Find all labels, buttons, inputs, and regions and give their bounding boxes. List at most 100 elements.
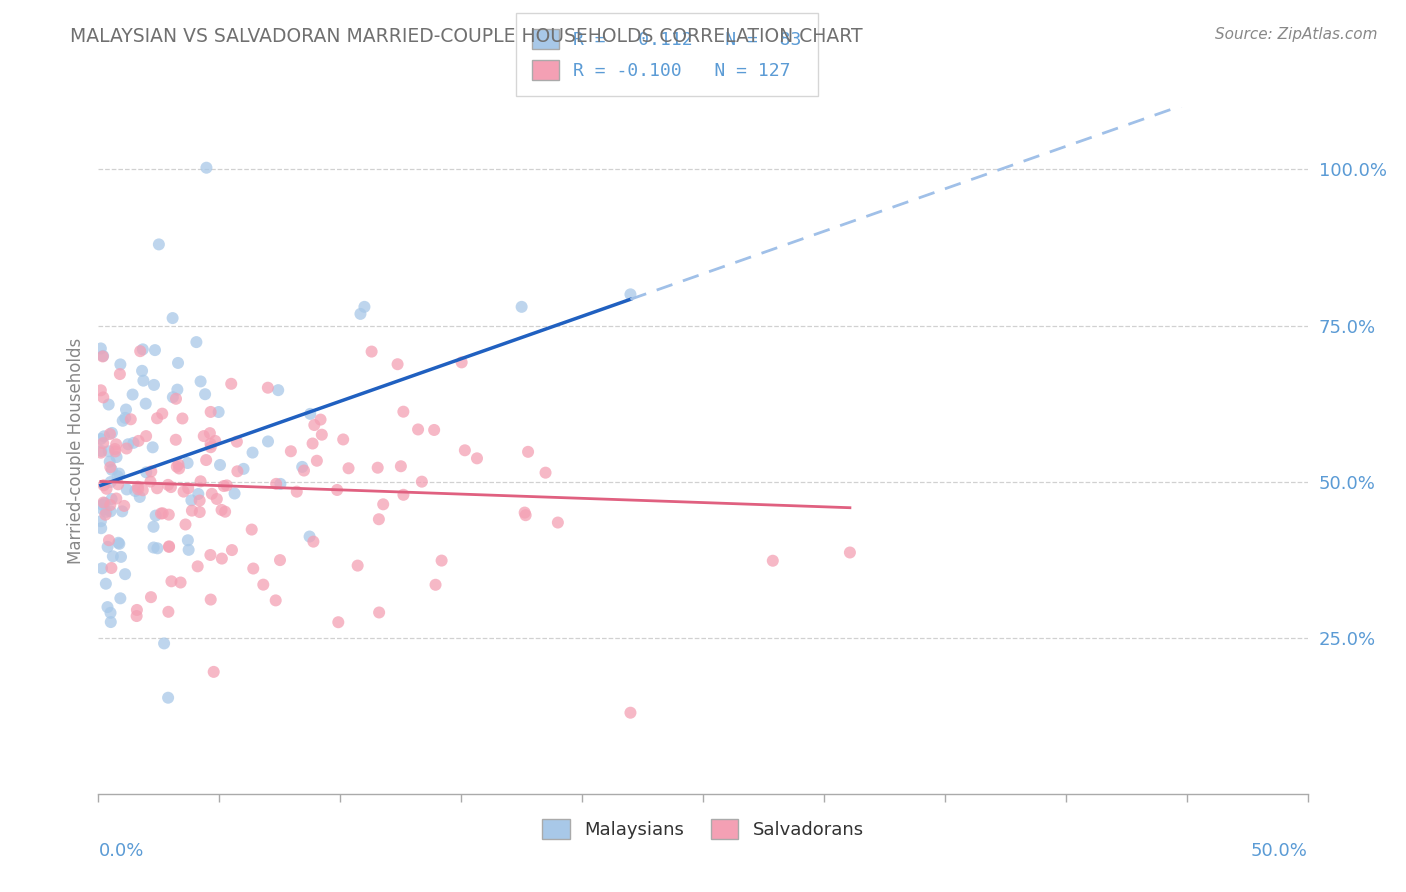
Point [389, 459, 412, 474]
Point [346, 558, 368, 573]
Point [90, 514, 112, 528]
Point [100, 606, 122, 620]
Point [100, 504, 122, 518]
Point [200, 405, 222, 419]
Point [166, 383, 188, 397]
Point [145, 508, 167, 523]
Point [143, 343, 166, 357]
Point [515, 508, 537, 523]
Point [547, 516, 569, 530]
Point [174, 517, 197, 532]
Point [269, 553, 291, 567]
Point [93, 495, 115, 509]
Point [212, 479, 235, 493]
Point [373, 497, 395, 511]
Point [108, 467, 131, 481]
Point [167, 356, 190, 370]
Point [91, 436, 114, 450]
Point [91, 349, 114, 363]
Point [257, 381, 280, 395]
Point [128, 434, 150, 448]
Point [114, 567, 136, 582]
Point [157, 690, 180, 705]
Point [90, 432, 112, 446]
Point [162, 311, 184, 326]
Point [225, 434, 247, 449]
Point [326, 483, 349, 497]
Point [94, 508, 117, 522]
Point [91, 561, 114, 575]
Point [160, 574, 183, 589]
Point [186, 335, 208, 350]
Point [150, 407, 173, 421]
Point [195, 161, 218, 175]
Point [104, 442, 127, 456]
Point [187, 559, 209, 574]
Point [188, 505, 211, 519]
Point [176, 456, 198, 470]
Point [198, 426, 221, 441]
Point [97, 540, 120, 554]
Point [226, 464, 249, 478]
Point [90, 342, 112, 356]
Point [173, 484, 195, 499]
Point [214, 505, 236, 519]
Point [167, 461, 190, 475]
Point [146, 481, 169, 495]
Point [450, 355, 472, 369]
Point [143, 378, 166, 392]
Point [332, 433, 354, 447]
Point [762, 554, 785, 568]
Point [211, 503, 233, 517]
Point [111, 504, 134, 518]
Point [132, 374, 155, 388]
Point [117, 437, 139, 451]
Point [91, 502, 114, 516]
Point [104, 444, 127, 458]
Point [127, 483, 149, 497]
Point [125, 609, 148, 624]
Point [132, 483, 155, 498]
Point [619, 287, 641, 301]
Point [392, 488, 415, 502]
Point [465, 451, 488, 466]
Point [534, 466, 557, 480]
Point [98, 460, 121, 475]
Point [98, 533, 121, 548]
Text: 0.0%: 0.0% [98, 842, 143, 860]
Point [157, 508, 180, 522]
Point [204, 434, 226, 448]
Point [224, 486, 246, 500]
Point [135, 466, 157, 480]
Point [240, 523, 263, 537]
Point [219, 376, 242, 391]
Point [165, 392, 187, 406]
Point [211, 551, 233, 566]
Point [619, 706, 641, 720]
Point [100, 475, 122, 489]
Point [122, 435, 145, 450]
Point [98, 455, 121, 469]
Point [215, 478, 238, 492]
Point [165, 433, 187, 447]
Point [121, 387, 143, 401]
Point [201, 487, 224, 501]
Point [302, 534, 325, 549]
Point [157, 540, 180, 554]
Point [425, 578, 447, 592]
Point [305, 454, 328, 468]
Point [115, 483, 138, 497]
Point [411, 475, 433, 489]
Point [105, 437, 128, 451]
Point [96, 482, 118, 496]
Point [187, 487, 209, 501]
Point [125, 603, 148, 617]
Point [108, 537, 131, 551]
Point [406, 422, 429, 436]
Point [156, 478, 179, 492]
Point [142, 440, 165, 454]
Point [120, 412, 142, 426]
Point [110, 549, 132, 564]
Point [180, 503, 202, 517]
Point [200, 548, 222, 562]
